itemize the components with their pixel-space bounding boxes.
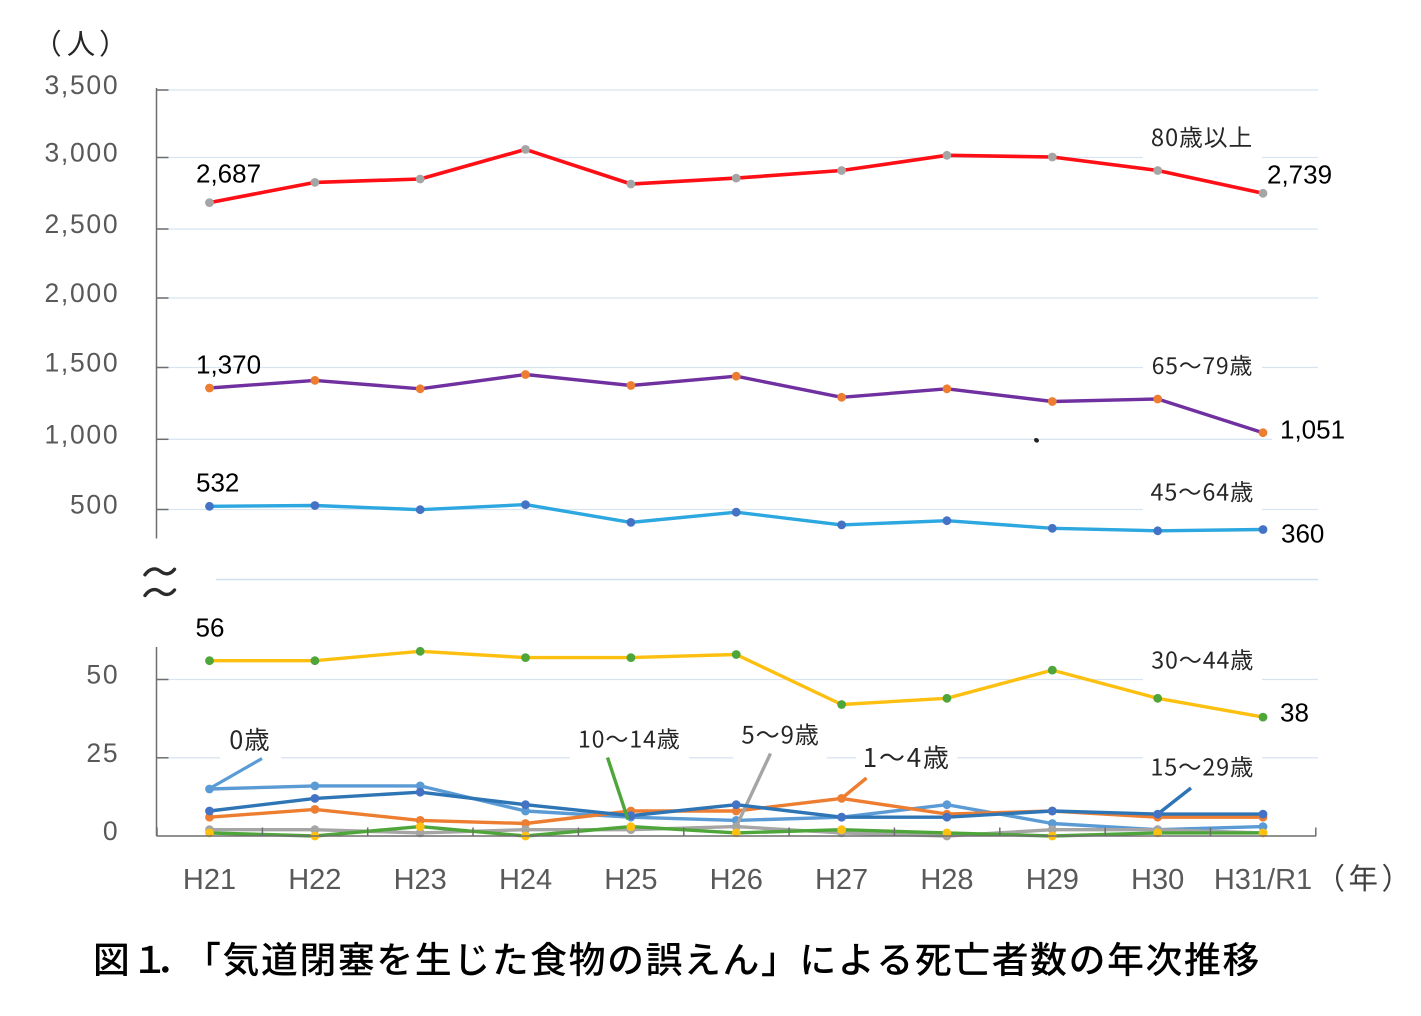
svg-text:H28: H28 bbox=[920, 864, 973, 896]
svg-text:H31/R1: H31/R1 bbox=[1214, 864, 1312, 896]
svg-text:1,500: 1,500 bbox=[44, 348, 119, 378]
svg-text:1,370: 1,370 bbox=[196, 350, 261, 380]
svg-text:360: 360 bbox=[1281, 519, 1324, 549]
svg-text:H25: H25 bbox=[604, 864, 657, 896]
svg-text:0: 0 bbox=[103, 816, 119, 846]
svg-text:H27: H27 bbox=[815, 864, 868, 896]
svg-text:56: 56 bbox=[196, 613, 225, 643]
svg-text:2,000: 2,000 bbox=[44, 278, 119, 308]
svg-text:H24: H24 bbox=[499, 864, 552, 896]
svg-text:1,051: 1,051 bbox=[1280, 415, 1345, 445]
svg-text:500: 500 bbox=[70, 490, 119, 520]
svg-text:H21: H21 bbox=[183, 864, 236, 896]
svg-text:H30: H30 bbox=[1131, 864, 1184, 896]
svg-text:H29: H29 bbox=[1026, 864, 1079, 896]
svg-text:38: 38 bbox=[1280, 698, 1309, 728]
svg-text:3,000: 3,000 bbox=[44, 138, 119, 168]
svg-text:2,500: 2,500 bbox=[44, 209, 119, 239]
svg-text:H26: H26 bbox=[710, 864, 763, 896]
svg-text:H23: H23 bbox=[394, 864, 447, 896]
svg-text:3,500: 3,500 bbox=[44, 70, 119, 100]
svg-text:1,000: 1,000 bbox=[44, 419, 119, 449]
svg-text:2,687: 2,687 bbox=[196, 159, 261, 189]
svg-text:50: 50 bbox=[86, 660, 119, 690]
svg-text:2,739: 2,739 bbox=[1267, 160, 1332, 190]
svg-text:H22: H22 bbox=[288, 864, 341, 896]
svg-text:532: 532 bbox=[196, 468, 239, 498]
svg-text:25: 25 bbox=[86, 738, 119, 768]
